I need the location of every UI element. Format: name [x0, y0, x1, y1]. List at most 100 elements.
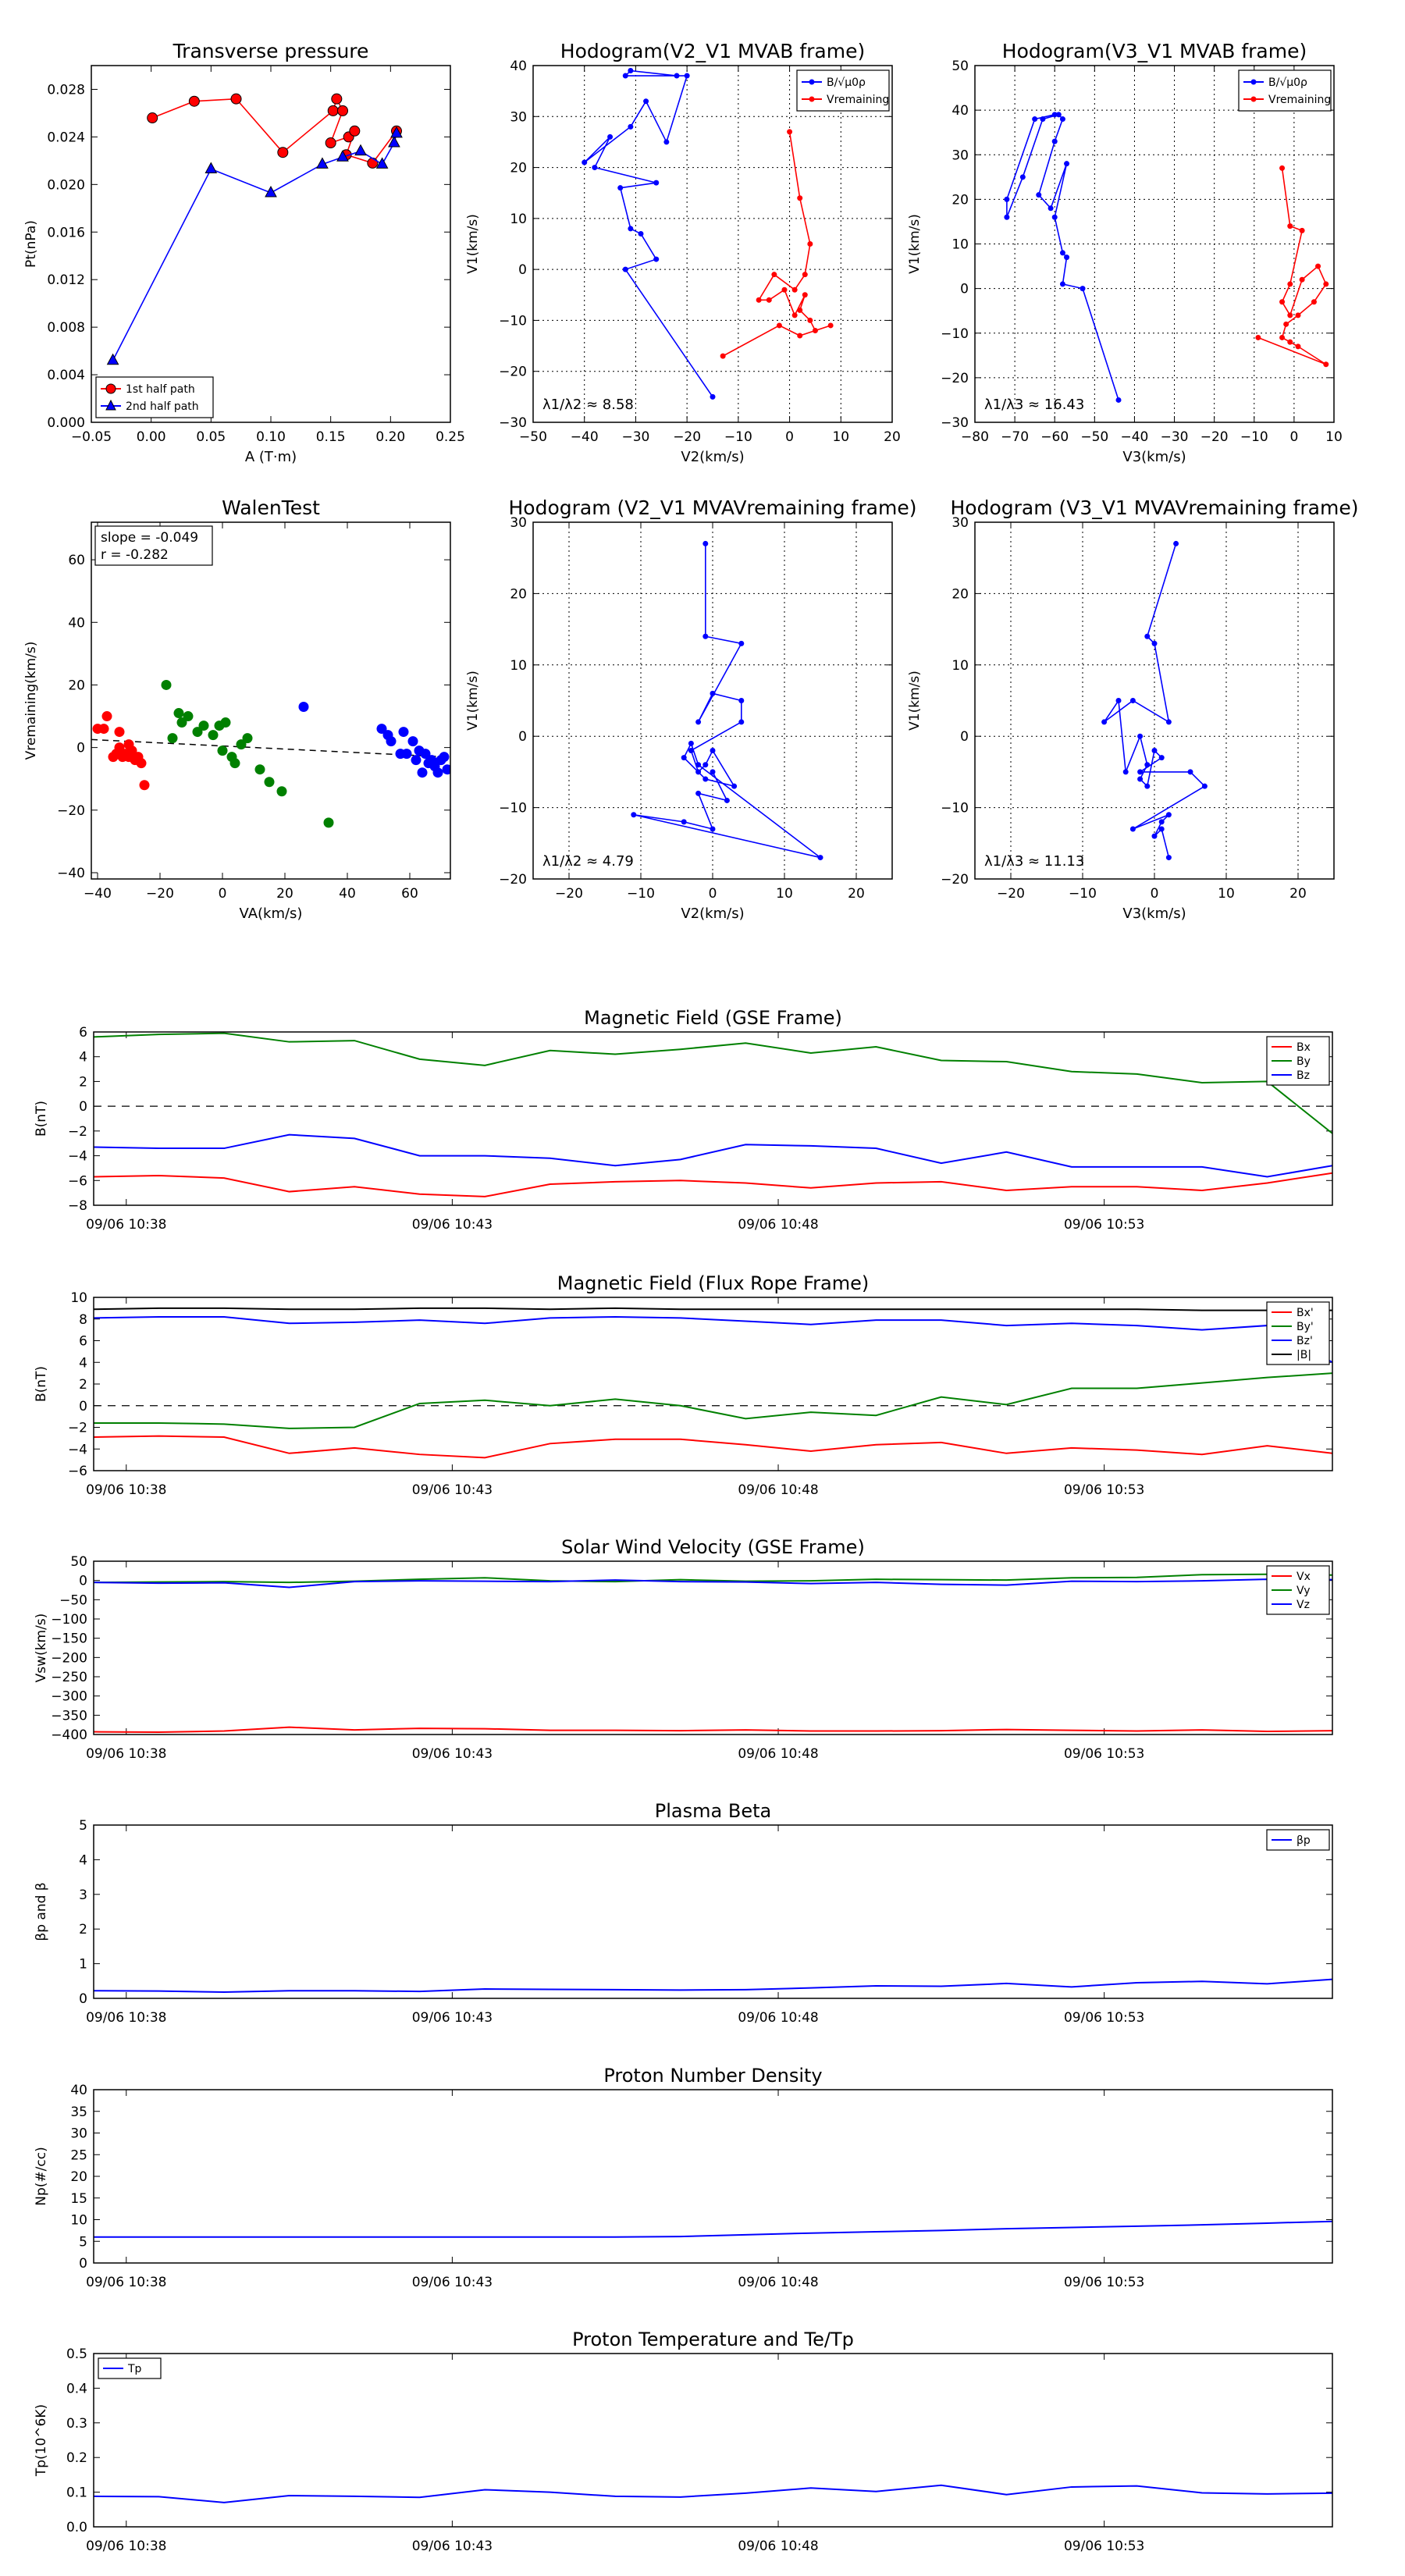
data-point [176, 717, 187, 728]
plot-area [582, 68, 834, 400]
y-tick-label: 30 [951, 515, 969, 531]
y-tick-label: −2 [68, 1421, 87, 1436]
x-tick-label: −20 [1200, 429, 1229, 445]
chart-mfr: Magnetic Field (Flux Rope Frame) −6 −4 −2 0 2… [34, 1272, 1333, 1498]
data-point [1055, 112, 1062, 118]
data-point [787, 129, 793, 135]
chart-title: WalenTest [222, 496, 320, 519]
axes-frame [974, 521, 1335, 880]
y-tick-label: −4 [68, 1442, 87, 1457]
y-tick-label: 0.016 [47, 225, 85, 240]
data-point [1165, 855, 1172, 861]
axes-frame [532, 521, 893, 880]
y-tick-label: −6 [68, 1464, 87, 1479]
data-point [198, 720, 209, 731]
chart-title: Plasma Beta [655, 1800, 771, 1822]
legend-label: Vx [1297, 1571, 1311, 1583]
data-point [217, 745, 228, 756]
series-vx-line [94, 1726, 1332, 1734]
axes-frame [93, 1297, 1333, 1471]
data-point [695, 769, 702, 775]
series-bz--line [94, 1315, 1332, 1364]
data-point [264, 777, 275, 788]
legend: 1st half path 2nd half path [95, 376, 214, 418]
data-point [1287, 312, 1293, 318]
y-tick-label: 40 [510, 59, 527, 74]
data-point [1064, 254, 1070, 261]
series-0-line [94, 2220, 1332, 2238]
x-tick-label: 09/06 10:53 [1064, 1746, 1144, 1762]
x-tick-label: −10 [1069, 886, 1097, 902]
y-tick-label: −250 [51, 1670, 87, 1685]
data-point [265, 185, 277, 197]
y-tick-label: 20 [951, 192, 969, 208]
y-tick-label: 10 [951, 237, 969, 253]
x-axis-label: V2(km/s) [681, 906, 744, 922]
legend-label: Vremaining [827, 94, 889, 106]
data-point [791, 312, 798, 318]
eigenvalue-ratio: λ1/λ3 ≈ 16.43 [984, 397, 1084, 413]
data-point [681, 755, 687, 761]
x-tick-label: −20 [146, 886, 174, 902]
axes-frame [93, 2089, 1333, 2264]
data-point [1059, 281, 1065, 287]
y-tick-label: 20 [951, 586, 969, 602]
chart-title: Hodogram (V2_V1 MVAVremaining frame) [509, 496, 917, 519]
data-point [1295, 312, 1301, 318]
x-tick-label: 0.10 [256, 429, 286, 445]
y-axis-label: B(nT) [34, 1101, 49, 1137]
data-point [407, 736, 418, 747]
x-tick-label: 09/06 10:43 [412, 1217, 493, 1233]
y-tick-label: 5 [79, 2234, 87, 2250]
data-point [766, 297, 772, 303]
data-point [1283, 321, 1289, 327]
data-point [1287, 281, 1293, 287]
y-tick-label: −100 [51, 1612, 87, 1628]
y-tick-label: 20 [70, 2169, 87, 2185]
data-point [695, 790, 702, 796]
legend: Bx' By' Bz' |B| [1266, 1301, 1330, 1365]
series-by-line [94, 1032, 1332, 1134]
data-point [807, 241, 813, 247]
data-point [106, 353, 119, 365]
y-tick-label: 0.0 [66, 2520, 87, 2535]
data-point [702, 762, 709, 768]
data-point [607, 133, 614, 140]
plot-area [94, 2220, 1332, 2238]
axes-frame [93, 2353, 1333, 2528]
data-point [638, 230, 644, 237]
y-tick-label: 60 [68, 553, 85, 568]
data-point [139, 780, 150, 791]
data-point [188, 95, 200, 107]
x-tick-label: −0.05 [71, 429, 112, 445]
x-tick-label: 09/06 10:48 [738, 1482, 818, 1498]
chart-title: Hodogram (V3_V1 MVAVremaining frame) [951, 496, 1359, 519]
data-point [622, 73, 628, 79]
data-point [812, 327, 818, 333]
x-axis-label: V3(km/s) [1122, 906, 1186, 922]
data-point [1255, 334, 1261, 340]
y-tick-label: −40 [57, 866, 85, 881]
y-tick-label: 25 [70, 2147, 87, 2163]
data-point [337, 105, 348, 116]
data-point [674, 73, 680, 79]
eigenvalue-ratio: λ1/λ2 ≈ 4.79 [542, 853, 634, 870]
y-tick-label: −8 [68, 1198, 87, 1214]
data-point [101, 711, 112, 722]
data-point [776, 322, 782, 329]
legend-marker [1250, 96, 1257, 102]
data-point [592, 165, 598, 171]
data-point [1144, 762, 1151, 768]
data-point [738, 719, 745, 725]
chart-tp: Transverse pressure 0.000 0.004 0.008 0.012 0… [23, 40, 465, 465]
data-point [401, 749, 412, 760]
x-tick-label: −70 [1001, 429, 1029, 445]
series-tp-line [94, 2484, 1332, 2503]
data-point [147, 112, 158, 124]
data-point [1151, 747, 1158, 753]
y-tick-label: −20 [941, 371, 969, 386]
data-point [653, 180, 660, 186]
x-axis-label: A (T·m) [245, 449, 297, 465]
